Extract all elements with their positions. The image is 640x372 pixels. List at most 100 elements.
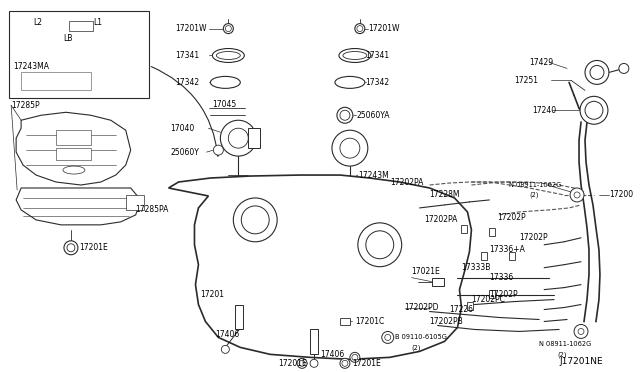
Text: 17429: 17429: [529, 58, 554, 67]
Text: 17202PA: 17202PA: [424, 215, 458, 224]
Text: 17201W: 17201W: [175, 24, 207, 33]
Bar: [490, 290, 495, 298]
Text: 17333B: 17333B: [461, 263, 491, 272]
Bar: [9, 11, 148, 98]
Circle shape: [241, 206, 269, 234]
Text: L1: L1: [93, 18, 102, 27]
Circle shape: [574, 192, 580, 198]
Polygon shape: [168, 175, 472, 359]
Text: L2: L2: [33, 18, 42, 27]
Circle shape: [358, 223, 402, 267]
Circle shape: [223, 23, 234, 33]
Circle shape: [382, 331, 394, 343]
Bar: [481, 252, 488, 260]
Text: N 08911-1062G: N 08911-1062G: [539, 341, 591, 347]
Circle shape: [225, 26, 231, 32]
Circle shape: [352, 355, 358, 360]
Text: (2): (2): [529, 192, 539, 198]
Bar: [248, 128, 260, 148]
Text: 17201C: 17201C: [355, 317, 384, 326]
Circle shape: [357, 26, 363, 32]
Text: 17201E: 17201E: [278, 359, 307, 368]
Circle shape: [342, 360, 348, 366]
Polygon shape: [16, 112, 131, 185]
Circle shape: [228, 128, 248, 148]
Bar: [509, 252, 515, 260]
Circle shape: [340, 110, 350, 120]
Bar: [21, 73, 91, 90]
Text: 17201W: 17201W: [368, 24, 399, 33]
Circle shape: [574, 324, 588, 339]
Text: 17202PD: 17202PD: [404, 303, 439, 312]
Text: 17200: 17200: [609, 190, 633, 199]
Circle shape: [366, 231, 394, 259]
Circle shape: [619, 64, 629, 73]
Circle shape: [580, 96, 608, 124]
Text: J17201NE: J17201NE: [559, 357, 603, 366]
Text: 17040: 17040: [171, 124, 195, 133]
Text: 17021E: 17021E: [412, 267, 440, 276]
Text: 17243MA: 17243MA: [13, 62, 49, 71]
Circle shape: [220, 120, 256, 156]
Bar: [236, 305, 243, 330]
Text: LB: LB: [63, 34, 72, 43]
Bar: [340, 318, 350, 326]
Circle shape: [570, 188, 584, 202]
Circle shape: [310, 359, 318, 367]
Text: 17341: 17341: [175, 51, 200, 60]
Circle shape: [340, 358, 350, 368]
Circle shape: [578, 328, 584, 334]
Circle shape: [297, 358, 307, 368]
Circle shape: [355, 23, 365, 33]
Text: 17226: 17226: [449, 305, 474, 314]
Circle shape: [299, 360, 305, 366]
Text: 17285PA: 17285PA: [136, 205, 169, 214]
Ellipse shape: [343, 51, 367, 60]
Text: 17045: 17045: [212, 100, 237, 109]
Bar: [56, 148, 91, 160]
Ellipse shape: [335, 76, 365, 89]
Text: (2): (2): [412, 344, 421, 351]
Ellipse shape: [216, 51, 240, 60]
Text: 17202PA: 17202PA: [390, 177, 423, 186]
Text: 17201E: 17201E: [79, 243, 108, 252]
Circle shape: [337, 107, 353, 123]
Bar: [467, 302, 474, 310]
Text: 17201: 17201: [200, 290, 225, 299]
Polygon shape: [16, 188, 141, 225]
Text: 25060Y: 25060Y: [171, 148, 200, 157]
Text: 17406: 17406: [216, 330, 239, 339]
Text: 17228M: 17228M: [429, 190, 460, 199]
Ellipse shape: [211, 76, 240, 89]
Text: 17202P: 17202P: [497, 214, 526, 222]
Ellipse shape: [63, 166, 85, 174]
Bar: [125, 195, 143, 210]
Circle shape: [385, 334, 391, 340]
Circle shape: [67, 244, 75, 252]
Bar: [56, 130, 91, 145]
Bar: [431, 278, 444, 286]
Text: 17202PC: 17202PC: [472, 295, 506, 304]
Ellipse shape: [339, 48, 371, 62]
Circle shape: [590, 65, 604, 79]
Circle shape: [332, 130, 368, 166]
Text: 25060YA: 25060YA: [357, 111, 390, 120]
Circle shape: [213, 145, 223, 155]
Circle shape: [585, 101, 603, 119]
Polygon shape: [61, 19, 101, 33]
Text: 17202P: 17202P: [519, 233, 548, 242]
Text: 17240: 17240: [532, 106, 556, 115]
Bar: [310, 330, 318, 355]
Bar: [490, 228, 495, 236]
Ellipse shape: [212, 48, 244, 62]
Circle shape: [221, 346, 229, 353]
Text: 17341: 17341: [365, 51, 389, 60]
Text: 17251: 17251: [515, 76, 538, 85]
Text: 17202P: 17202P: [490, 290, 518, 299]
Text: N 08911-1062G: N 08911-1062G: [509, 182, 561, 188]
Text: 17201E: 17201E: [352, 359, 381, 368]
Bar: [461, 225, 467, 233]
Text: 17336: 17336: [490, 273, 514, 282]
Circle shape: [234, 198, 277, 242]
Text: 17336+A: 17336+A: [490, 245, 525, 254]
